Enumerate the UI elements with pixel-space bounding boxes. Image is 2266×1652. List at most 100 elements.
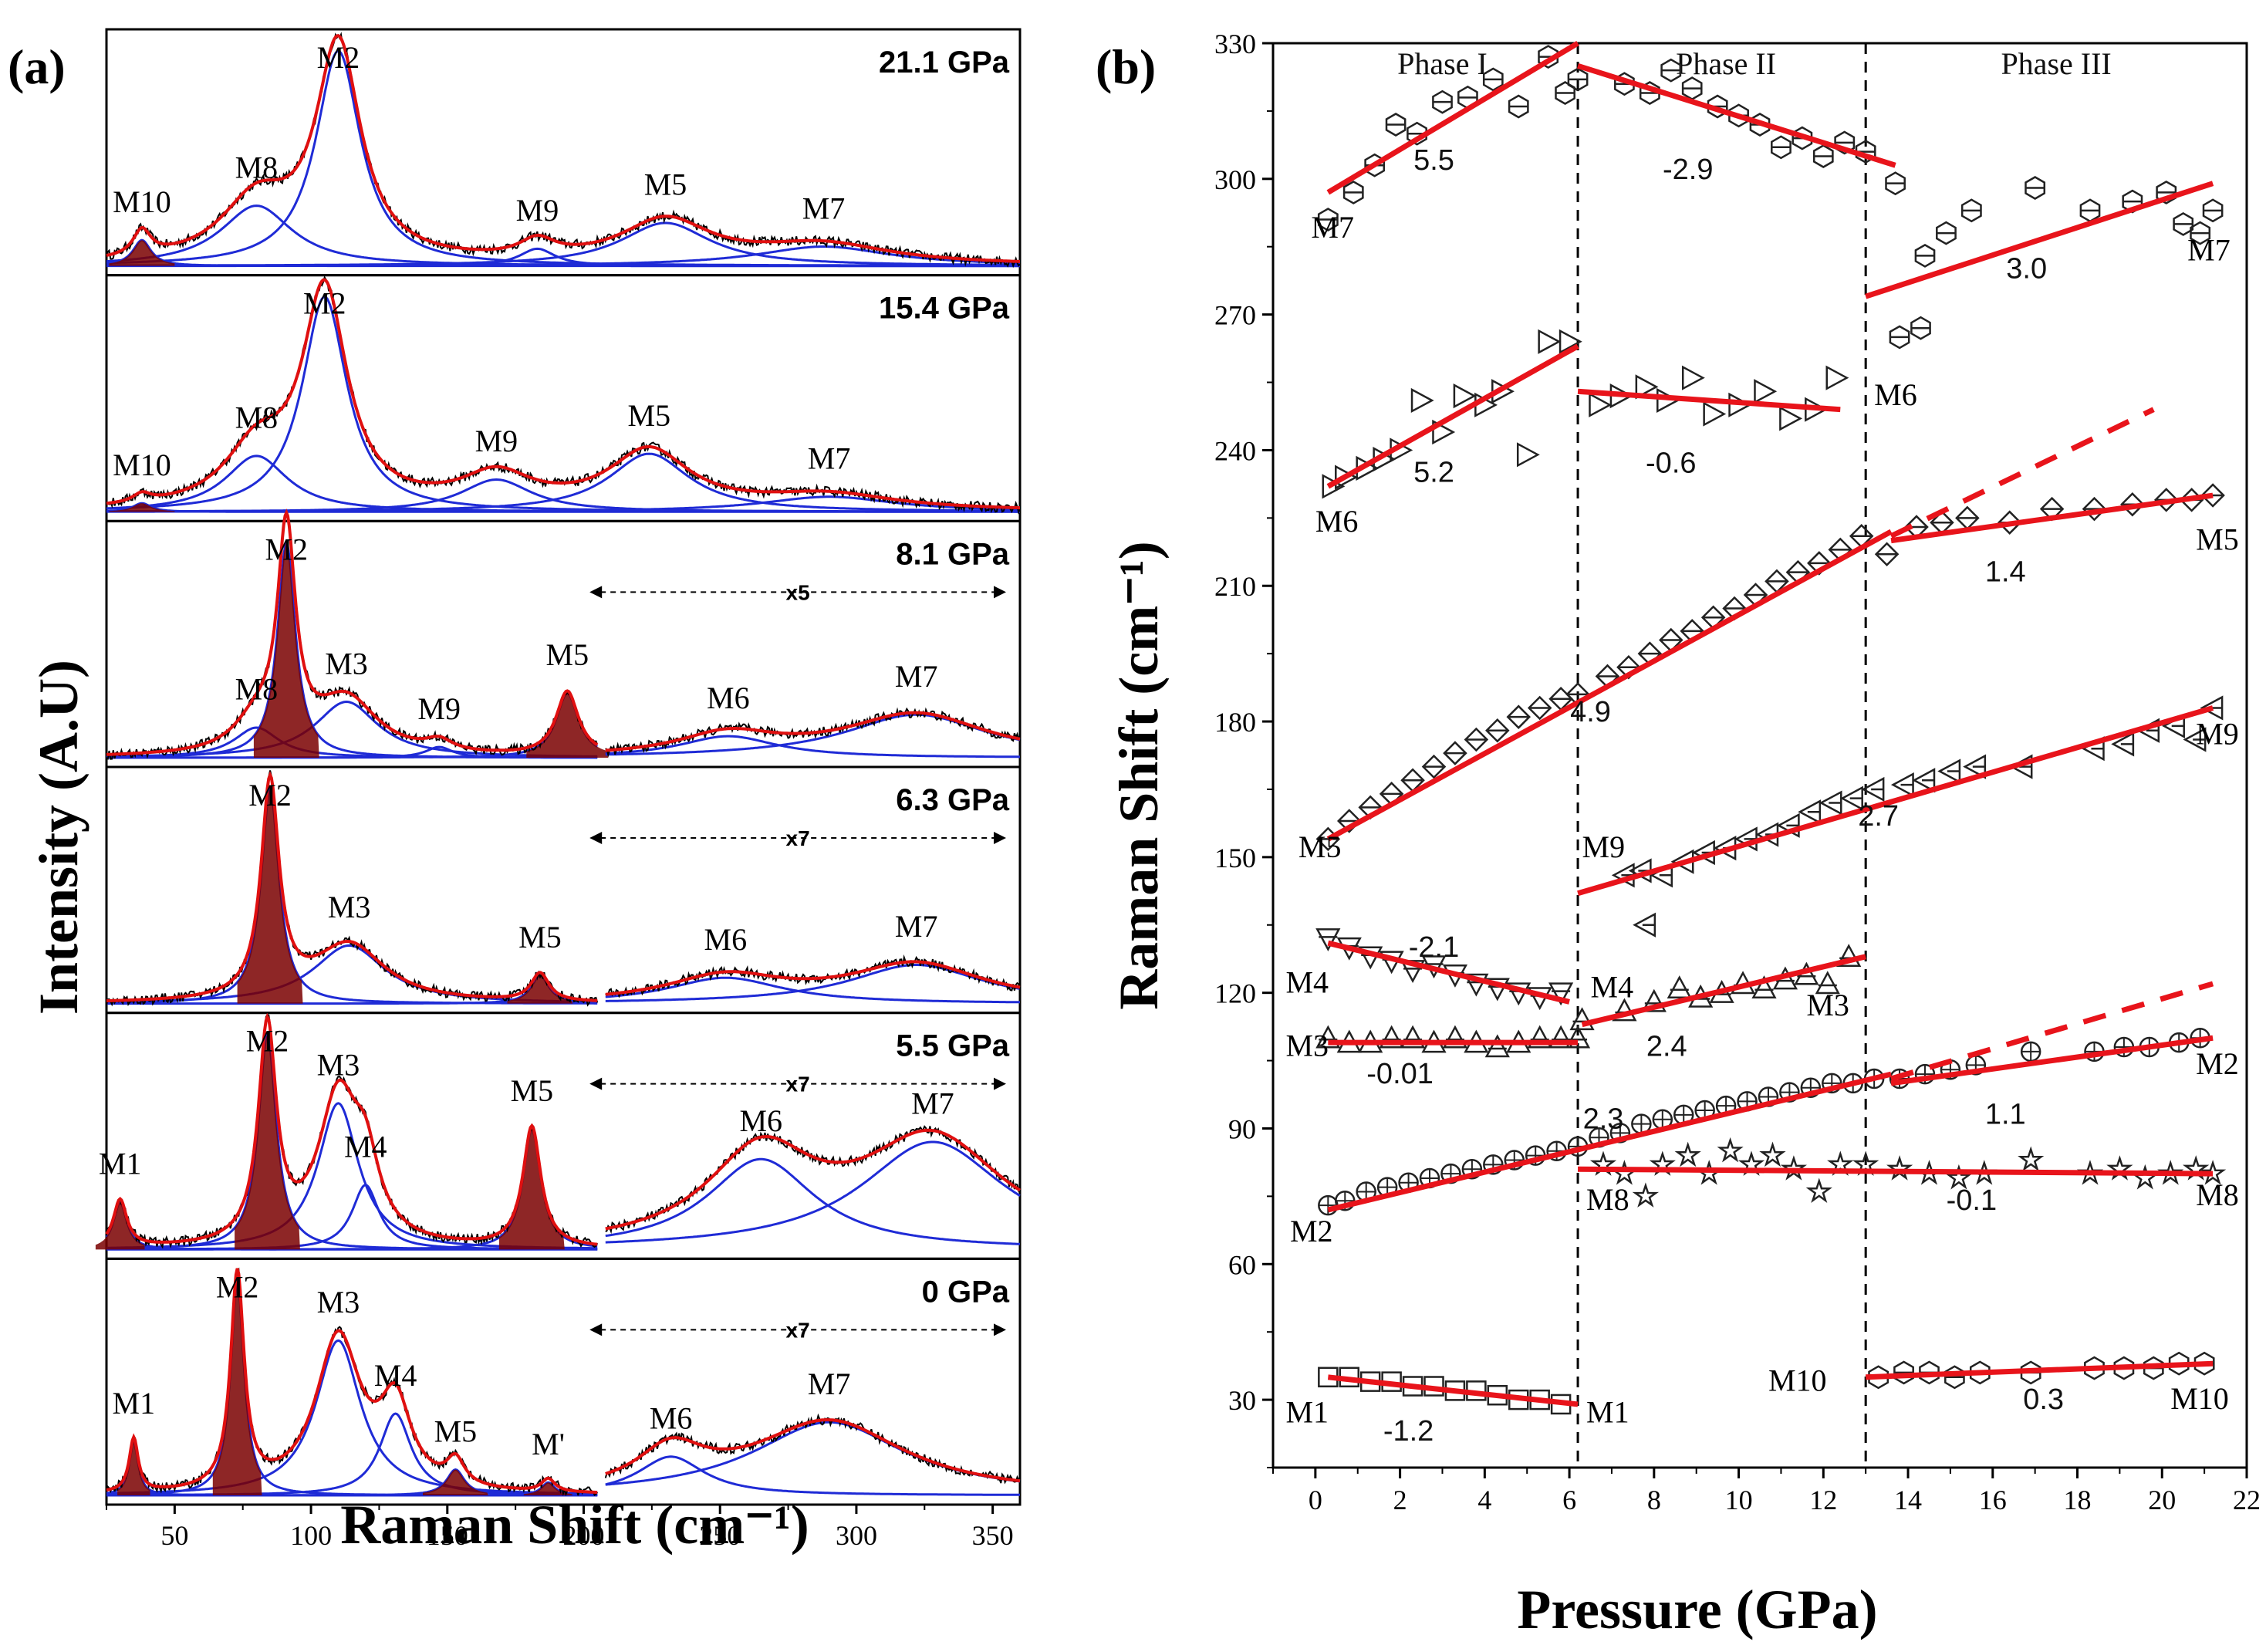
marker-star [2018,1146,2045,1172]
component-curve-M5 [106,974,598,1005]
marker-triangle-right [1681,365,1705,390]
marker-hexagon [1432,90,1453,114]
marker-triangle-right [1453,383,1477,409]
x-tick-label: 100 [290,1520,332,1551]
multiplier-label: x7 [786,826,810,850]
y-tick-label: 150 [1214,843,1256,873]
peak-fill-M5 [526,693,609,758]
peak-label-M9: M9 [417,691,461,726]
mode-label-M8: M8 [1586,1182,1629,1217]
fit-line-M5 [1890,492,2214,544]
marker-triangle-left [2183,727,2207,752]
peak-label-M10: M10 [113,184,171,219]
y-tick-label: 330 [1214,29,1256,59]
component-curve-M6 [605,1455,1020,1496]
panel-a-xlabel: Raman Shift (cm⁻¹) [340,1494,809,1556]
multiplier-label: x7 [786,1318,810,1342]
fit-line-M2 [1890,981,2214,1082]
marker-hexagon [1812,144,1834,168]
spectrum-8_1-GPa: 8.1 GPa x5 M8 M2 M3 M9 M5 M6 M7 [105,508,1022,769]
fit-line-M2 [1327,1071,1892,1213]
component-curve-M7 [605,1140,1021,1244]
marker-star [2132,1164,2159,1190]
marker-hexagon [1771,135,1792,160]
marker-triangle-right [1779,406,1803,431]
marker-triangle-left [1890,772,1914,798]
peak-label-M8: M8 [235,150,279,184]
peak-fill-M10 [109,240,175,266]
phase-label: Phase II [1676,46,1776,81]
pressure-label: 5.5 GPa [896,1029,1010,1063]
component-curve-M7 [605,964,1021,1002]
marker-triangle-up [1569,1007,1595,1031]
fit-line-M5 [1326,529,1893,842]
marker-triangle-up [1484,1034,1510,1058]
peak-label-M6: M6 [707,681,750,715]
mode-label-M1: M1 [1285,1394,1329,1429]
arrow-head-right [994,586,1006,599]
marker-triangle-up [1815,971,1840,995]
marker-star [2157,1160,2184,1185]
peak-label-M7: M7 [895,659,938,694]
marker-triangle-up [1527,1025,1552,1049]
pressure-label: 21.1 GPa [879,46,1010,79]
slope-label-M6: 5.2 [1413,456,1454,488]
x-tick-label: 22 [2233,1485,2261,1515]
spectrum-frame [105,1257,1022,1506]
fit-line-M9 [1577,705,2214,897]
marker-hexagon [2079,198,2101,223]
x-tick-label: 14 [1894,1485,1922,1515]
marker-hexagon [1660,58,1682,83]
y-tick-label: 90 [1228,1113,1256,1144]
component-curve-M3 [106,1339,598,1495]
marker-star [1759,1141,1786,1167]
marker-diamond [1807,551,1832,576]
panel-b-label: (b) [1096,39,1156,94]
peak-label-M10: M10 [113,448,171,482]
fit-line-M4 [1327,940,1570,1005]
marker-triangle-left [1840,785,1863,811]
marker-triangle-right [1589,392,1613,417]
panel-b-ylabel: Raman Shift (cm⁻¹) [1108,541,1170,1010]
mode-label-M4: M4 [1591,970,1634,1005]
spectrum-5_5-GPa: 5.5 GPa x7 M1 M2 M3 M4 M5 M6 M7 [95,1012,1022,1260]
data-curve [106,770,599,1007]
pressure-label: 15.4 GPa [879,292,1010,326]
peak-label-M5: M5 [644,167,687,202]
component-curve-M7 [106,495,1020,513]
panel-a: 21.1 GPa M10 M8 M2 M9 M5 M7 15.4 GPa M10 M8 M2 M9 M5… [95,28,1022,1551]
plot-frame [1271,42,2248,1469]
mode-label-M10: M10 [1768,1363,1827,1397]
fit-line-M2 [1890,1035,2214,1086]
peak-label-M1: M1 [113,1386,156,1421]
x-tick-label: 6 [1562,1485,1576,1515]
marker-triangle-right [1559,329,1582,354]
peak-label-M5: M5 [434,1414,478,1448]
peak-label-M3: M3 [328,890,371,924]
peak-label-M4: M4 [374,1358,417,1393]
y-tick-label: 180 [1214,707,1256,738]
slope-label-M1: -1.2 [1383,1415,1434,1448]
marker-triangle-left [1963,754,1987,779]
peak-label-M2: M2 [246,1024,289,1059]
marker-hexagon [1385,113,1407,137]
mode-label-M8: M8 [2196,1177,2239,1212]
fit-curve [605,1418,1021,1483]
y-tick-label: 120 [1214,978,1256,1009]
spectrum-15_4-GPa: 15.4 GPa M10 M8 M2 M9 M5 M7 [105,274,1022,522]
mode-label-M2: M2 [2196,1046,2239,1081]
peak-label-M2: M2 [317,40,360,75]
x-tick-label: 4 [1477,1485,1491,1515]
marker-star [1945,1164,1973,1190]
spectrum-0-GPa: 0 GPa x7 M1 M2 M3 M4 M5 M' M6 M7 [105,1257,1022,1506]
peak-label-M4: M4 [344,1129,387,1164]
marker-hexagon [1944,1365,1965,1390]
y-tick-label: 300 [1214,164,1256,195]
marker-hexagon [1910,316,1931,340]
slope-label-M4: -2.1 [1409,931,1459,964]
marker-diamond [1527,695,1552,721]
x-tick-label: 250 [699,1520,741,1551]
peak-label-M3: M3 [317,1048,360,1083]
y-tick-label: 210 [1214,571,1256,602]
peak-label-M7: M7 [802,191,846,225]
